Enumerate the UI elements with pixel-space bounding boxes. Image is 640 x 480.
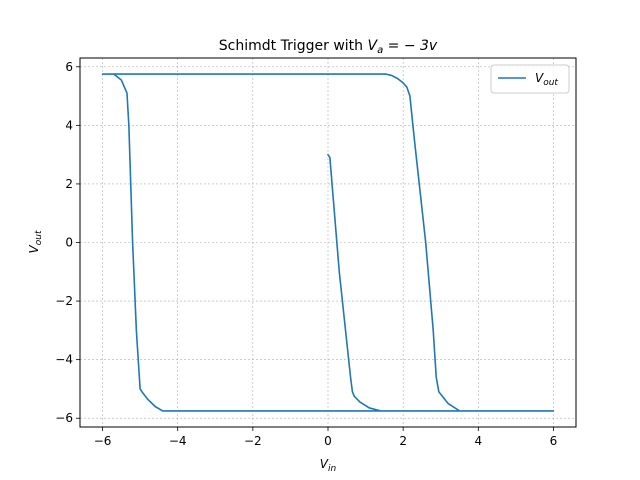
- x-tick-label: 2: [399, 434, 407, 448]
- y-tick-label: −4: [55, 353, 73, 367]
- y-tick-label: −6: [55, 411, 73, 425]
- y-tick-label: 2: [65, 177, 73, 191]
- y-tick-label: 4: [65, 118, 73, 132]
- x-tick-label: 6: [550, 434, 558, 448]
- x-tick-label: 0: [324, 434, 332, 448]
- y-tick-label: 6: [65, 60, 73, 74]
- y-tick-label: −2: [55, 294, 73, 308]
- x-tick-label: −4: [169, 434, 187, 448]
- legend-label: Vout: [535, 71, 558, 88]
- x-tick-label: −6: [94, 434, 112, 448]
- y-tick-label: 0: [65, 236, 73, 250]
- x-axis-label: Vin: [320, 457, 337, 474]
- legend: Vout: [490, 64, 570, 94]
- y-axis-ticks: −6 −4 −2 0 2 4 6: [55, 60, 80, 425]
- x-axis-ticks: −6 −4 −2 0 2 4 6: [94, 427, 558, 448]
- x-tick-label: 4: [474, 434, 482, 448]
- y-axis-label: Vout: [27, 230, 44, 253]
- series-line: [101, 73, 555, 412]
- series-layer: [101, 73, 555, 412]
- chart-title: Schimdt Trigger with Va = − 3v: [219, 38, 438, 56]
- x-tick-label: −2: [244, 434, 262, 448]
- grid: [80, 58, 576, 427]
- legend-box: [490, 64, 570, 94]
